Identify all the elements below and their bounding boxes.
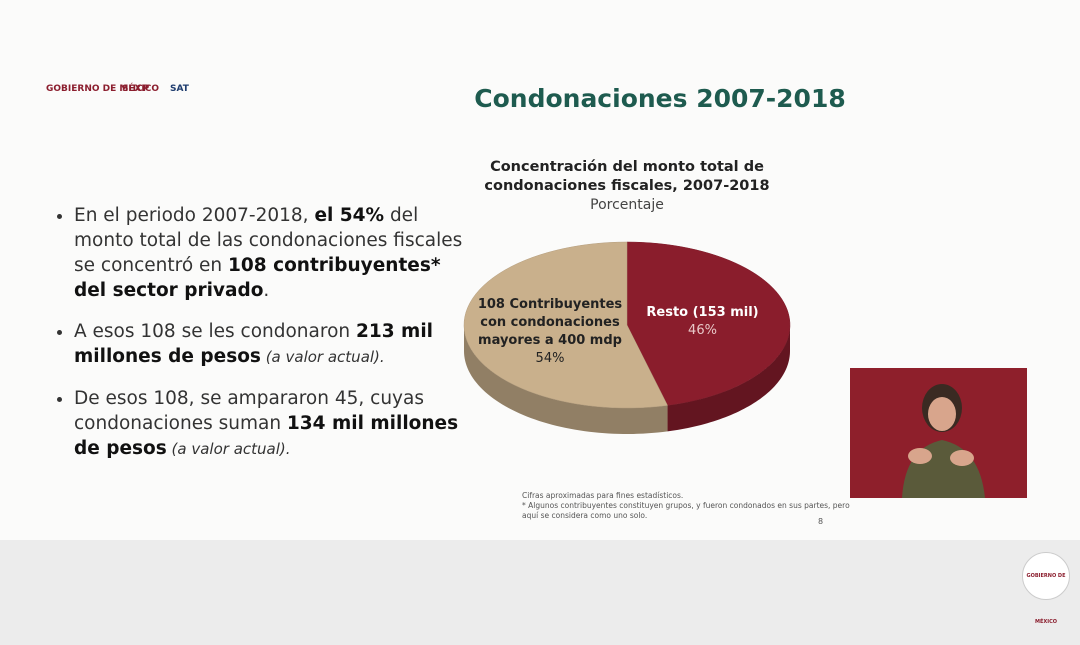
- bullet-text: A esos 108 se les condonaron: [74, 321, 356, 342]
- bullet-text: el 54%: [314, 205, 385, 226]
- bullet-text: (a valor actual).: [260, 348, 385, 366]
- footnotes: Cifras aproximadas para fines estadístic…: [522, 491, 852, 521]
- slice-label: 108 Contribuyentes con condonaciones may…: [470, 296, 630, 368]
- page-number: 8: [818, 517, 824, 526]
- slice-name: Resto (153 mil): [646, 305, 759, 320]
- screen: {"header": {"logos": ["GOBIERNO DE MÉXIC…: [0, 0, 1080, 618]
- bullet-list: En el periodo 2007-2018, el 54% del mont…: [40, 203, 474, 478]
- bullet-text: 213 mil millones de pesos: [74, 321, 434, 367]
- bullet-text: 108 contribuyentes* del sector privado: [74, 255, 441, 301]
- slice-name: 108 Contribuyentes con condonaciones may…: [477, 297, 623, 348]
- footnote: * Algunos contribuyentes constituyen gru…: [522, 501, 850, 520]
- slide-title: Condonaciones 2007-2018: [474, 84, 846, 113]
- bullet-text: En el periodo 2007-2018,: [74, 205, 315, 226]
- logo-text: SAT: [170, 84, 189, 94]
- chart-title: Concentración del monto total de: [490, 159, 764, 175]
- interpreter-video: [850, 368, 1027, 498]
- slide: GOBIERNO DE MÉXICO SHCP SAT Condonacione…: [0, 0, 1080, 540]
- bullet: A esos 108 se les condonaron 213 mil mil…: [74, 319, 474, 370]
- logo-text: SHCP: [122, 84, 150, 94]
- value-label: 54%: [535, 351, 565, 366]
- pie-slice-side: [464, 325, 668, 434]
- bullet-text: del monto total de las condonaciones fis…: [74, 205, 463, 276]
- bullet-text: 134 mil millones de pesos: [74, 413, 459, 459]
- bullet: En el periodo 2007-2018, el 54% del mont…: [74, 203, 474, 303]
- chart: Concentración del monto total de condona…: [463, 159, 791, 434]
- footnote: Cifras aproximadas para fines estadístic…: [522, 491, 684, 500]
- slice-label: Resto (153 mil) 46%: [640, 304, 765, 340]
- value-label: 46%: [688, 323, 717, 338]
- chart-title: condonaciones fiscales, 2007-2018: [484, 178, 769, 194]
- bullet-text: .: [263, 280, 270, 301]
- pie-slice-side: [667, 325, 790, 432]
- bullet-text: (a valor actual).: [166, 440, 291, 458]
- bullet-text: De esos 108, se ampararon 45, cuyas cond…: [74, 388, 424, 434]
- pie-slice: [626, 241, 791, 406]
- bullet: De esos 108, se ampararon 45, cuyas cond…: [74, 386, 474, 462]
- logo-text: GOBIERNO DE MÉXICO: [46, 84, 160, 94]
- chart-subtitle: Porcentaje: [590, 197, 664, 213]
- interpreter-figure: [902, 384, 985, 498]
- corner-logo: GOBIERNO DE MÉXICO: [1022, 552, 1070, 625]
- pie-slice: [463, 241, 668, 409]
